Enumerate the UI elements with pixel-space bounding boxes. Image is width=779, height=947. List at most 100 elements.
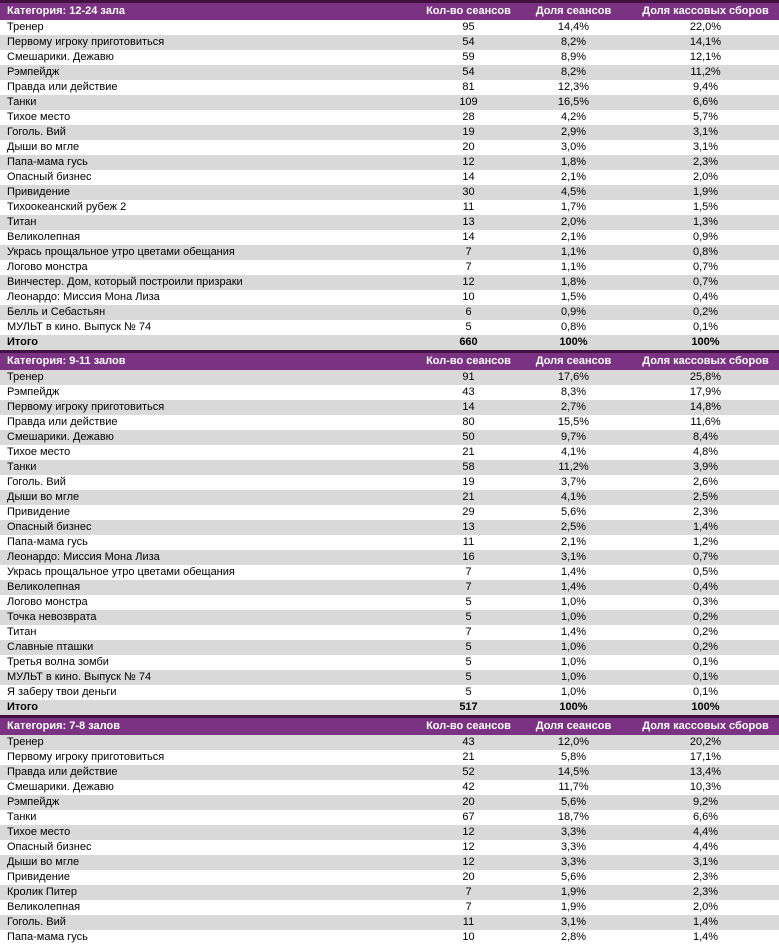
box-office-share-cell: 10,3% bbox=[689, 781, 722, 793]
sessions-share-cell: 3,1% bbox=[560, 916, 587, 928]
box-office-share-cell: 13,4% bbox=[689, 766, 722, 778]
box-office-share-cell: 5,7% bbox=[692, 111, 719, 123]
movie-name-cell: Кролик Питер bbox=[7, 886, 78, 898]
sessions-share-cell: 3,3% bbox=[560, 856, 587, 868]
movie-name-cell: Рэмпейдж bbox=[7, 66, 60, 78]
sessions-count-cell: 81 bbox=[462, 81, 475, 93]
box-office-share-cell: 17,1% bbox=[689, 751, 722, 763]
section-title: Категория: 9-11 залов bbox=[7, 355, 126, 367]
sessions-count-cell: 12 bbox=[462, 156, 475, 168]
sessions-share-cell: 2,0% bbox=[560, 216, 587, 228]
box-office-share-cell: 20,2% bbox=[689, 736, 722, 748]
movie-name-cell: Опасный бизнес bbox=[7, 841, 92, 853]
table-row: Танки 58 11,2% 3,9% bbox=[0, 460, 779, 475]
sessions-count-cell: 54 bbox=[462, 66, 475, 78]
table-row: Дыши во мгле 20 3,0% 3,1% bbox=[0, 140, 779, 155]
sessions-share-cell: 11,2% bbox=[558, 461, 589, 473]
sessions-share-cell: 2,5% bbox=[560, 521, 587, 533]
table-row: Дыши во мгле 21 4,1% 2,5% bbox=[0, 490, 779, 505]
table-row: Смешарики. Дежавю 59 8,9% 12,1% bbox=[0, 50, 779, 65]
table-row: Тихоокеанский рубеж 2 11 1,7% 1,5% bbox=[0, 200, 779, 215]
sessions-share-cell: 4,5% bbox=[560, 186, 587, 198]
sessions-share-cell: 1,7% bbox=[560, 201, 587, 213]
table-row: Великолепная 7 1,9% 2,0% bbox=[0, 900, 779, 915]
movie-name-cell: Тренер bbox=[7, 21, 44, 33]
table-row: Леонардо: Миссия Мона Лиза 10 1,5% 0,4% bbox=[0, 290, 779, 305]
sessions-count-cell: 7 bbox=[465, 566, 472, 578]
box-office-share-cell: 4,4% bbox=[692, 841, 719, 853]
sessions-share-cell: 1,4% bbox=[560, 626, 587, 638]
sessions-count-cell: 50 bbox=[462, 431, 475, 443]
sessions-count-cell: 67 bbox=[462, 811, 475, 823]
sessions-count-cell: 80 bbox=[462, 416, 475, 428]
sessions-count-cell: 6 bbox=[465, 306, 472, 318]
table-row: Правда или действие 80 15,5% 11,6% bbox=[0, 415, 779, 430]
box-office-share-cell: 14,8% bbox=[689, 401, 722, 413]
box-office-share-cell: 0,8% bbox=[692, 246, 719, 258]
sessions-count-cell: 109 bbox=[459, 96, 478, 108]
movie-name-cell: Первому игроку приготовиться bbox=[7, 401, 165, 413]
movie-name-cell: Леонардо: Миссия Мона Лиза bbox=[7, 291, 160, 303]
sessions-share-cell: 8,2% bbox=[560, 36, 587, 48]
table-row: Привидение 30 4,5% 1,9% bbox=[0, 185, 779, 200]
sessions-count-cell: 95 bbox=[462, 21, 475, 33]
box-office-share-cell: 0,5% bbox=[692, 566, 719, 578]
movie-name-cell: Привидение bbox=[7, 871, 71, 883]
box-office-share-cell: 2,3% bbox=[692, 871, 719, 883]
box-office-share-cell: 0,2% bbox=[692, 641, 719, 653]
table-row: Логово монстра 7 1,1% 0,7% bbox=[0, 260, 779, 275]
table-row: Кролик Питер 7 1,9% 2,3% bbox=[0, 885, 779, 900]
sessions-count-cell: 19 bbox=[462, 476, 475, 488]
table-row: Винчестер. Дом, который построили призра… bbox=[0, 275, 779, 290]
box-office-share-cell: 2,6% bbox=[692, 476, 719, 488]
sessions-count-cell: 19 bbox=[462, 126, 475, 138]
movie-name-cell: Тихое место bbox=[7, 446, 71, 458]
table-row: Гоголь. Вий 19 2,9% 3,1% bbox=[0, 125, 779, 140]
sessions-share-cell: 2,1% bbox=[560, 171, 587, 183]
table-row: Папа-мама гусь 12 1,8% 2,3% bbox=[0, 155, 779, 170]
sessions-share-cell: 1,9% bbox=[560, 901, 587, 913]
movie-name-cell: Дыши во мгле bbox=[7, 491, 80, 503]
sessions-count-cell: 11 bbox=[462, 536, 475, 548]
movie-name-cell: Логово монстра bbox=[7, 261, 88, 273]
movie-name-cell: Тихое место bbox=[7, 111, 71, 123]
box-office-share-cell: 1,4% bbox=[692, 931, 719, 943]
movie-name-cell: Привидение bbox=[7, 506, 71, 518]
table-row: Гоголь. Вий 11 3,1% 1,4% bbox=[0, 915, 779, 930]
table-row: Тренер 95 14,4% 22,0% bbox=[0, 20, 779, 35]
sessions-count-cell: 7 bbox=[465, 581, 472, 593]
sessions-count-cell: 7 bbox=[465, 886, 472, 898]
movie-name-cell: Танки bbox=[7, 96, 37, 108]
box-office-share-cell: 14,1% bbox=[689, 36, 722, 48]
sessions-share-cell: 2,1% bbox=[560, 231, 587, 243]
column-header: Кол-во сеансов bbox=[426, 5, 511, 17]
table-row: Укрась прощальное утро цветами обещания 7… bbox=[0, 565, 779, 580]
sessions-count-cell: 5 bbox=[465, 656, 472, 668]
sessions-count-cell: 42 bbox=[462, 781, 475, 793]
movie-name-cell: Дыши во мгле bbox=[7, 141, 80, 153]
box-office-share-cell: 2,5% bbox=[692, 491, 719, 503]
sessions-count-cell: 12 bbox=[462, 826, 475, 838]
sessions-count-cell: 30 bbox=[462, 186, 475, 198]
box-office-share-cell: 1,5% bbox=[692, 201, 719, 213]
table-row: Рэмпейдж 20 5,6% 9,2% bbox=[0, 795, 779, 810]
movie-name-cell: Тренер bbox=[7, 736, 44, 748]
sessions-share-cell: 1,5% bbox=[560, 291, 587, 303]
sessions-share-cell: 16,5% bbox=[557, 96, 590, 108]
box-office-share-cell: 0,2% bbox=[692, 306, 719, 318]
section-title: Категория: 12-24 зала bbox=[7, 5, 125, 17]
box-office-share-cell: 1,4% bbox=[692, 521, 719, 533]
box-office-share-cell: 25,8% bbox=[689, 371, 722, 383]
sessions-share-cell: 5,6% bbox=[560, 506, 587, 518]
sessions-count-cell: 12 bbox=[462, 276, 475, 288]
movie-name-cell: Великолепная bbox=[7, 581, 81, 593]
table-row: Правда или действие 52 14,5% 13,4% bbox=[0, 765, 779, 780]
sessions-share-cell: 3,3% bbox=[560, 826, 587, 838]
table-row: Первому игроку приготовиться 21 5,8% 17,1% bbox=[0, 750, 779, 765]
table-row: Тихое место 12 3,3% 4,4% bbox=[0, 825, 779, 840]
movie-name-cell: Папа-мама гусь bbox=[7, 536, 88, 548]
sessions-share-cell: 1,1% bbox=[560, 246, 587, 258]
sessions-share-cell: 3,0% bbox=[560, 141, 587, 153]
table-row: Белль и Себастьян 6 0,9% 0,2% bbox=[0, 305, 779, 320]
sessions-share-cell: 100% bbox=[559, 701, 588, 713]
